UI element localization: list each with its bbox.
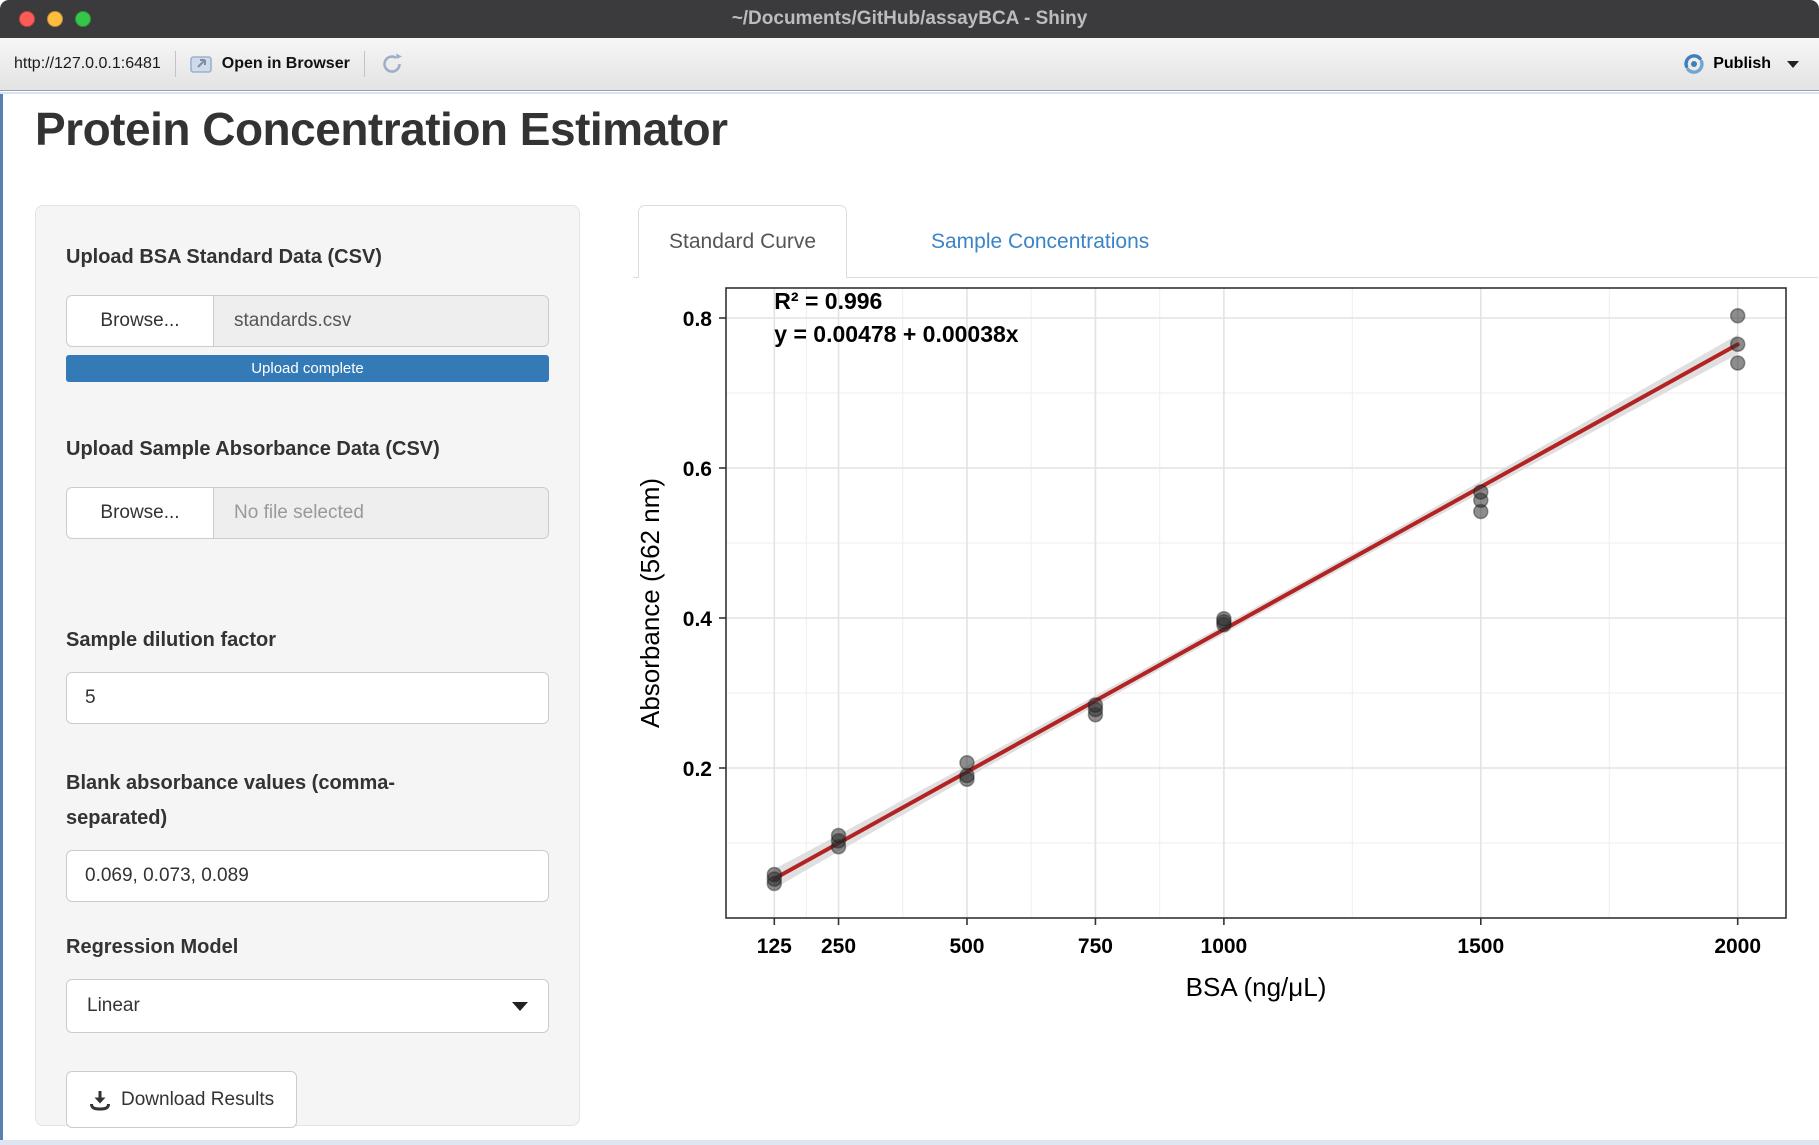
regression-model-value: Linear: [87, 995, 140, 1016]
svg-text:125: 125: [757, 935, 792, 958]
open-in-browser-label: Open in Browser: [221, 55, 350, 72]
svg-text:0.4: 0.4: [683, 608, 713, 631]
blanks-label: Blank absorbance values (comma-separated…: [66, 772, 396, 829]
svg-text:1500: 1500: [1457, 935, 1504, 958]
svg-text:750: 750: [1078, 935, 1113, 958]
open-in-browser-button[interactable]: Open in Browser: [189, 55, 350, 74]
standard-file-input: Browse... standards.csv: [66, 295, 549, 347]
blanks-input[interactable]: [66, 850, 549, 902]
url-text: http://127.0.0.1:6481: [14, 55, 161, 72]
publish-icon: [1683, 53, 1705, 75]
viewer-toolbar: http://127.0.0.1:6481 Open in Browser: [0, 38, 1819, 91]
publish-button[interactable]: Publish: [1683, 53, 1799, 75]
sample-browse-button[interactable]: Browse...: [66, 487, 214, 539]
shiny-app-content: Protein Concentration Estimator Upload B…: [0, 94, 1819, 1145]
tab-sample-concentrations[interactable]: Sample Concentrations: [931, 229, 1150, 253]
minimize-window-button[interactable]: [47, 11, 63, 27]
standard-curve-plot: 125 250 500 750 1000 1500 2000 0.2 0.4 0.6 0.8 BSA …: [633, 279, 1818, 1005]
svg-text:0.8: 0.8: [683, 308, 713, 331]
svg-text:250: 250: [821, 935, 856, 958]
dilution-input[interactable]: [66, 672, 549, 724]
svg-text:y = 0.00478 + 0.00038x: y = 0.00478 + 0.00038x: [774, 321, 1018, 347]
download-results-button[interactable]: Download Results: [66, 1071, 298, 1128]
tab-standard-curve[interactable]: Standard Curve: [638, 205, 848, 278]
standard-browse-button[interactable]: Browse...: [66, 295, 214, 347]
tabset: Standard Curve Sample Concentrations: [633, 205, 1818, 278]
regression-model-label: Regression Model: [66, 936, 239, 958]
dilution-label: Sample dilution factor: [66, 629, 277, 651]
download-icon: [89, 1089, 111, 1111]
upload-sample-label: Upload Sample Absorbance Data (CSV): [66, 438, 440, 460]
svg-text:0.6: 0.6: [683, 458, 712, 481]
upload-progress-bar: Upload complete: [66, 355, 549, 382]
svg-text:1000: 1000: [1201, 935, 1248, 958]
select-caret-icon: [512, 1001, 528, 1011]
tab-underline: [633, 277, 1818, 278]
window-title: ~/Documents/GitHub/assayBCA - Shiny: [731, 8, 1088, 29]
open-in-browser-icon: [189, 55, 214, 74]
svg-text:R² = 0.996: R² = 0.996: [774, 288, 882, 314]
toolbar-separator: [174, 51, 176, 77]
svg-text:0.2: 0.2: [683, 758, 712, 781]
toolbar-separator: [363, 51, 365, 77]
regression-model-select[interactable]: Linear: [66, 979, 549, 1033]
zoom-window-button[interactable]: [75, 11, 91, 27]
sample-file-input: Browse... No file selected: [66, 487, 549, 539]
upload-standard-label: Upload BSA Standard Data (CSV): [66, 246, 382, 268]
standard-file-name: standards.csv: [214, 295, 549, 347]
svg-text:2000: 2000: [1714, 935, 1761, 958]
publish-caret-icon: [1787, 60, 1799, 68]
toolbar-divider: [0, 92, 1819, 94]
window-bottom-edge: [0, 1140, 1819, 1145]
svg-text:BSA (ng/μL): BSA (ng/μL): [1186, 972, 1327, 1002]
download-label: Download Results: [121, 1088, 275, 1110]
publish-label: Publish: [1713, 55, 1771, 72]
sample-file-placeholder: No file selected: [214, 487, 549, 539]
macos-titlebar: ~/Documents/GitHub/assayBCA - Shiny: [0, 0, 1819, 38]
page-title: Protein Concentration Estimator: [35, 103, 728, 155]
svg-text:500: 500: [949, 935, 984, 958]
refresh-button[interactable]: [379, 51, 405, 77]
sidebar-panel: Upload BSA Standard Data (CSV) Browse...…: [35, 205, 580, 1128]
close-window-button[interactable]: [19, 11, 35, 27]
svg-text:Absorbance (562 nm): Absorbance (562 nm): [635, 478, 665, 728]
